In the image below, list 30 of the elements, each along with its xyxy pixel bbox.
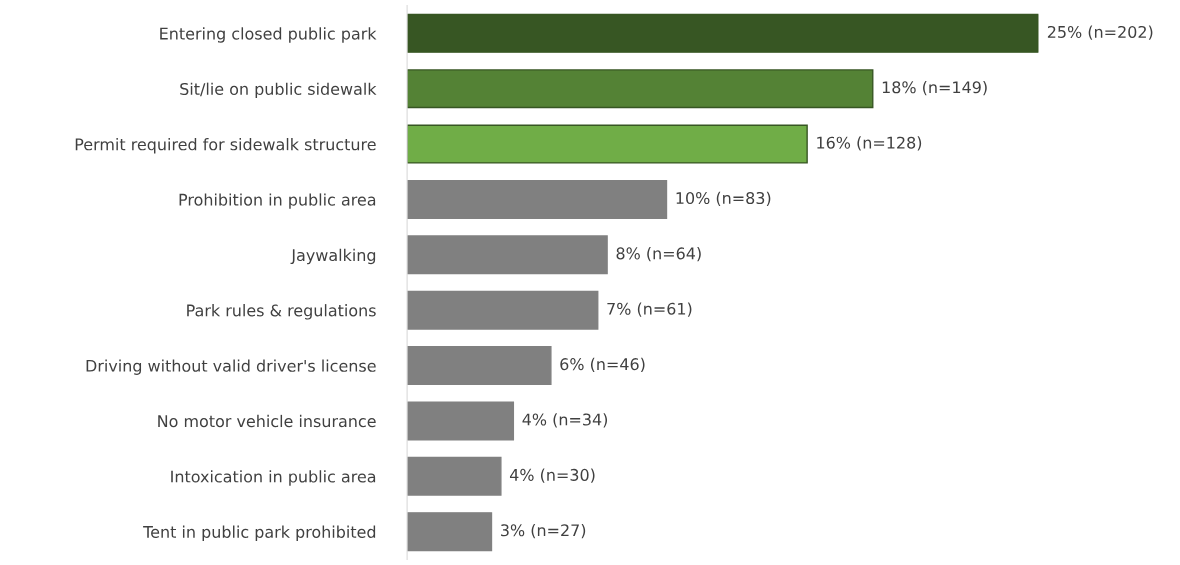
y-tick-label: Park rules & regulations	[187, 304, 376, 320]
data-label: 7% (n=61)	[607, 302, 692, 317]
bar	[407, 512, 493, 552]
y-tick-label: Entering closed public park	[160, 27, 377, 43]
y-tick-label: Driving without valid driver's license	[86, 359, 376, 375]
bar	[407, 13, 1039, 53]
y-tick-label: Jaywalking	[290, 248, 376, 265]
data-label: 10% (n=83)	[676, 191, 771, 206]
bar	[407, 401, 515, 441]
data-label: 8% (n=64)	[616, 247, 701, 262]
data-label: 25% (n=202)	[1047, 25, 1153, 40]
data-label: 4% (n=34)	[522, 413, 608, 428]
y-tick-label: Prohibition in public area	[179, 193, 376, 209]
y-tick-label: Permit required for sidewalk structure	[75, 138, 376, 154]
data-label: 6% (n=46)	[560, 357, 645, 373]
data-label: 4% (n=30)	[509, 468, 595, 483]
y-tick-label: Sit/lie on public sidewalk	[180, 82, 377, 99]
y-tick-label: No motor vehicle insurance	[158, 414, 376, 428]
bar	[407, 456, 502, 496]
bar	[407, 69, 874, 109]
bar	[407, 124, 808, 164]
bar	[407, 346, 552, 386]
data-label: 16% (n=128)	[817, 136, 922, 151]
data-label: 3% (n=27)	[501, 523, 586, 539]
y-tick-label: Tent in public park prohibited	[143, 525, 376, 542]
bar	[407, 235, 608, 275]
bar	[407, 290, 599, 330]
bar	[407, 179, 668, 219]
y-tick-label: Intoxication in public area	[171, 470, 376, 486]
data-label: 18% (n=149)	[882, 80, 987, 96]
